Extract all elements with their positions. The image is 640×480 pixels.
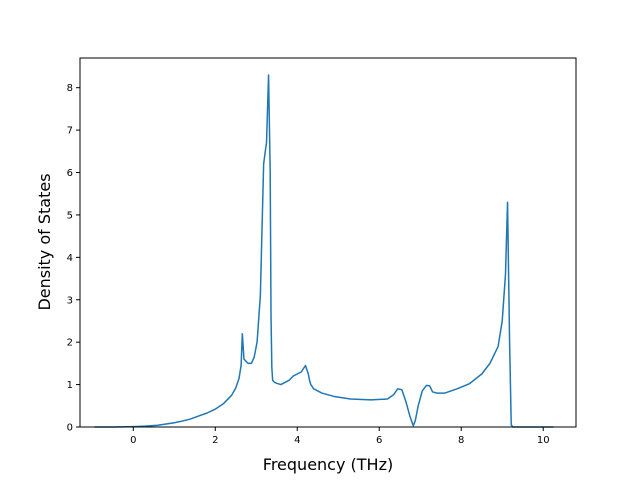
y-tick-label: 2	[67, 338, 73, 349]
x-tick-label: 6	[376, 435, 382, 446]
y-tick-label: 1	[67, 380, 73, 391]
plot-area	[94, 74, 554, 428]
x-tick-label: 0	[130, 435, 136, 446]
x-tick-label: 10	[537, 435, 550, 446]
y-tick-label: 0	[67, 423, 73, 434]
x-tick-label: 2	[212, 435, 218, 446]
y-tick-label: 6	[67, 168, 73, 179]
x-tick-label: 8	[458, 435, 464, 446]
y-tick-label: 5	[67, 210, 73, 221]
y-tick-label: 4	[67, 253, 73, 264]
y-tick-label: 7	[67, 126, 73, 137]
x-tick-label: 4	[294, 435, 300, 446]
y-axis-label: Density of States	[35, 173, 54, 310]
dos-series-line	[94, 74, 554, 428]
y-tick-label: 3	[67, 295, 73, 306]
axes-frame	[79, 57, 577, 428]
x-axis-label: Frequency (THz)	[263, 455, 393, 474]
y-tick-label: 8	[67, 83, 73, 94]
axis-ticks: 0 2 4 6 8 10 0 1 2 3 4 5 6 7 8	[67, 83, 550, 446]
